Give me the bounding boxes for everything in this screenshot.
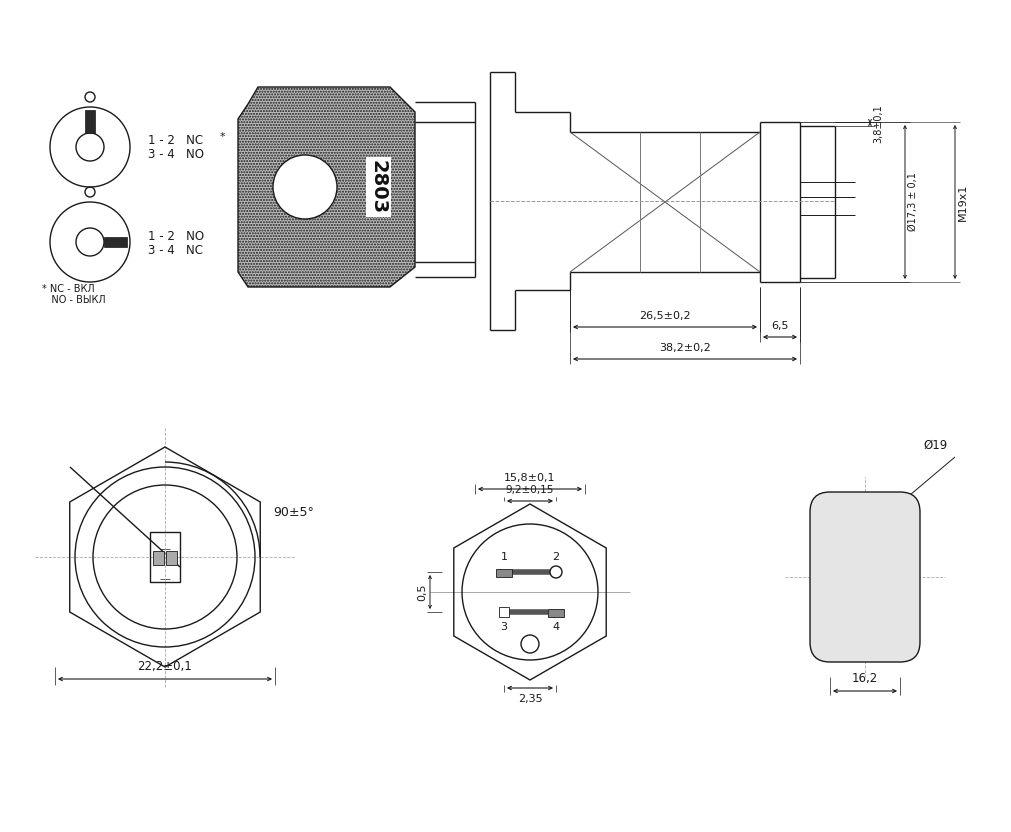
Bar: [153, 551, 164, 565]
Text: 4: 4: [552, 622, 559, 632]
Bar: [150, 532, 180, 582]
Circle shape: [273, 155, 337, 219]
Text: 1 - 2   NO: 1 - 2 NO: [148, 230, 204, 242]
Text: 38,2±0,2: 38,2±0,2: [658, 343, 710, 353]
Bar: [495, 569, 512, 577]
Text: NO - ВЫКЛ: NO - ВЫКЛ: [42, 295, 105, 305]
Text: 6,5: 6,5: [770, 321, 788, 331]
Text: 3 - 4   NC: 3 - 4 NC: [148, 244, 203, 256]
Text: * NC - ВКЛ: * NC - ВКЛ: [42, 284, 95, 294]
Text: 2,35: 2,35: [518, 694, 542, 704]
Text: M19x1: M19x1: [957, 183, 968, 220]
Bar: [166, 551, 177, 565]
Text: 26,5±0,2: 26,5±0,2: [639, 311, 691, 321]
Text: 1: 1: [500, 552, 507, 562]
Text: Ø19: Ø19: [922, 438, 946, 452]
Bar: [104, 237, 126, 247]
Text: 0,5: 0,5: [417, 583, 427, 601]
Text: 22,2±0,1: 22,2±0,1: [137, 660, 192, 673]
Text: 1 - 2   NC: 1 - 2 NC: [148, 135, 203, 147]
Text: 3,8±0,1: 3,8±0,1: [872, 105, 883, 143]
Text: 2: 2: [552, 552, 559, 562]
Text: 90±5°: 90±5°: [273, 506, 313, 518]
Text: 16,2: 16,2: [851, 672, 878, 685]
Bar: [85, 110, 95, 133]
Text: 3 - 4   NO: 3 - 4 NO: [148, 148, 204, 161]
Text: 2803: 2803: [369, 160, 387, 214]
Bar: [548, 609, 563, 617]
FancyBboxPatch shape: [809, 492, 919, 662]
Text: *: *: [219, 132, 225, 142]
Text: 15,8±0,1: 15,8±0,1: [503, 473, 555, 483]
Text: Ø17,3 ± 0,1: Ø17,3 ± 0,1: [907, 172, 917, 231]
Text: 3: 3: [500, 622, 507, 632]
Polygon shape: [238, 87, 415, 287]
Text: 9,2±0,15: 9,2±0,15: [506, 485, 554, 495]
Bar: [498, 607, 509, 617]
